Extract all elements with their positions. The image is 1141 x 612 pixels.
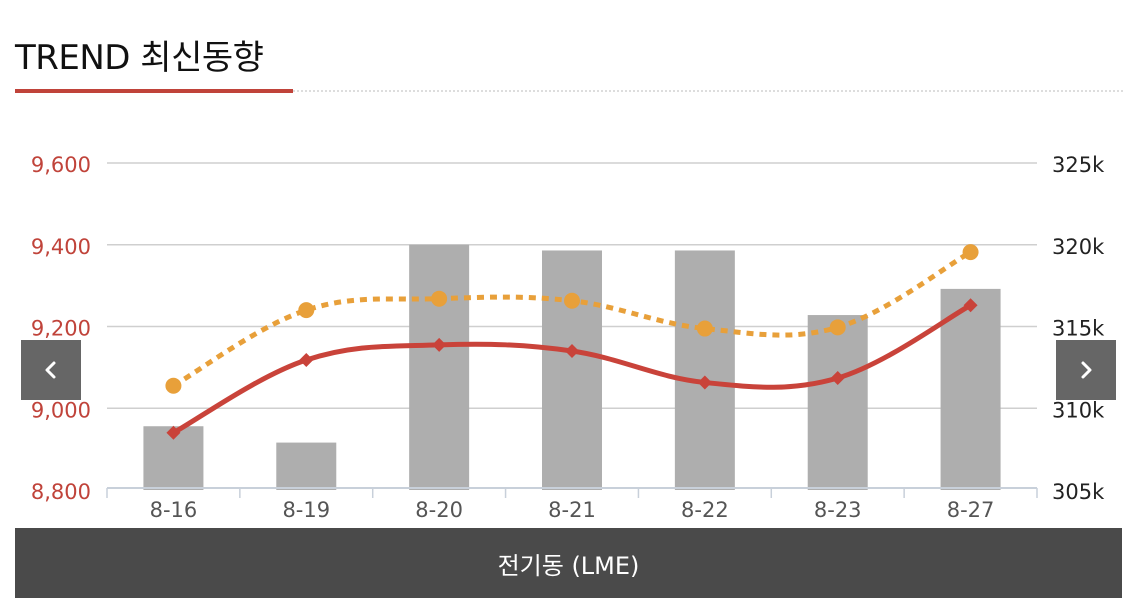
circle-marker — [564, 292, 580, 309]
diamond-marker — [830, 371, 845, 386]
x-axis-tick-label: 8-16 — [150, 498, 198, 522]
commodity-label: 전기동 (LME) — [497, 551, 640, 580]
title-underline — [15, 89, 293, 93]
diamond-marker — [432, 337, 447, 352]
diamond-marker — [166, 425, 181, 440]
x-axis-tick-label: 8-27 — [947, 498, 995, 522]
circle-marker — [829, 319, 846, 336]
right-axis-tick-label: 325k — [1052, 153, 1105, 177]
x-axis-tick-label: 8-23 — [814, 498, 862, 522]
left-axis-tick-label: 9,600 — [31, 153, 91, 177]
x-axis-tick-label: 8-20 — [415, 498, 463, 522]
diamond-marker — [697, 375, 712, 390]
bar — [807, 315, 868, 490]
trend-chart: 9,600 325k 9,400 320k 9,200 315k 9,000 310k 8,80… — [31, 153, 1105, 522]
left-axis-tick-label: 9,400 — [31, 235, 91, 259]
right-axis-tick-label: 315k — [1052, 317, 1105, 341]
circle-marker — [431, 290, 448, 307]
x-axis-tick-label: 8-21 — [548, 498, 596, 522]
circle-marker — [696, 320, 713, 337]
circle-marker — [962, 244, 979, 261]
bar — [276, 442, 337, 490]
diamond-marker — [565, 344, 579, 359]
commodity-label-bar[interactable]: 전기동 (LME) — [15, 528, 1122, 598]
circle-marker — [298, 302, 315, 319]
diamond-marker — [963, 298, 978, 313]
page-title: TREND 최신동향 — [15, 38, 264, 78]
header: TREND 최신동향 — [15, 30, 264, 79]
right-axis-tick-label: 305k — [1052, 480, 1105, 504]
x-axis-tick-label: 8-22 — [681, 498, 729, 522]
prev-button[interactable] — [21, 340, 81, 400]
left-axis-tick-label: 8,800 — [31, 480, 91, 504]
chevron-right-icon — [1081, 361, 1092, 379]
circle-marker — [165, 377, 182, 394]
bar — [940, 288, 1001, 490]
bar — [542, 250, 602, 490]
right-axis-tick-label: 320k — [1052, 235, 1105, 259]
title-divider — [293, 90, 1123, 92]
x-axis-tick-label: 8-19 — [282, 498, 330, 522]
bar — [674, 250, 735, 490]
next-button[interactable] — [1056, 340, 1116, 400]
right-axis-tick-label: 310k — [1052, 398, 1105, 422]
left-axis-tick-label: 9,200 — [31, 317, 91, 341]
chevron-left-icon — [45, 361, 56, 379]
bar — [409, 244, 470, 490]
left-axis-tick-label: 9,000 — [31, 398, 91, 422]
diamond-marker — [299, 353, 314, 368]
